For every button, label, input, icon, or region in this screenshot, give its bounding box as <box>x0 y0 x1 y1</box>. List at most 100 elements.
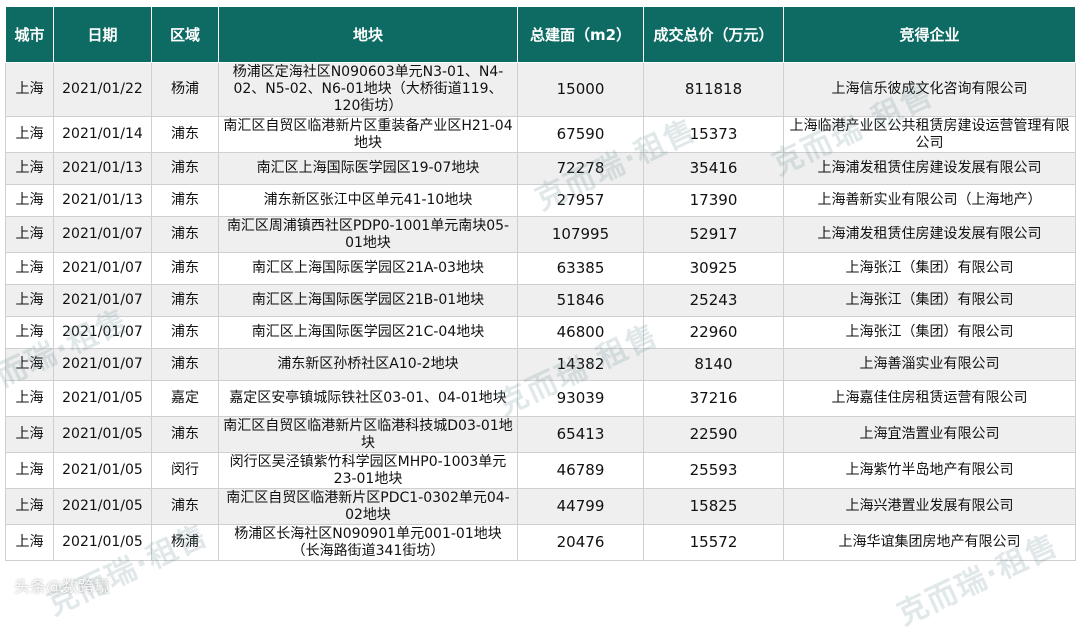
cell-winning-company: 上海紫竹半岛地产有限公司 <box>783 452 1076 489</box>
table-row: 上海 2021/01/14 浦东 南汇区自贸区临港新片区重装备产业区H21-04… <box>5 116 1076 153</box>
cell-city: 上海 <box>5 184 54 217</box>
cell-floor-area: 44799 <box>517 488 644 525</box>
cell-plot: 南汇区上海国际医学园区21B-01地块 <box>218 284 518 317</box>
cell-winning-company: 上海善淄实业有限公司 <box>783 348 1076 381</box>
cell-city: 上海 <box>5 252 54 285</box>
cell-floor-area: 72278 <box>517 152 644 185</box>
cell-city: 上海 <box>5 62 54 117</box>
cell-winning-company: 上海张江（集团）有限公司 <box>783 284 1076 317</box>
cell-plot: 嘉定区安亭镇城际铁社区03-01、04-01地块 <box>218 380 518 417</box>
cell-plot: 浦东新区张江中区单元41-10地块 <box>218 184 518 217</box>
cell-floor-area: 67590 <box>517 116 644 153</box>
cell-date: 2021/01/07 <box>53 348 152 381</box>
cell-floor-area: 46789 <box>517 452 644 489</box>
cell-district: 浦东 <box>151 488 219 525</box>
table-row: 上海 2021/01/07 浦东 南汇区上海国际医学园区21B-01地块 518… <box>5 284 1076 317</box>
cell-floor-area: 63385 <box>517 252 644 285</box>
cell-total-price: 35416 <box>643 152 784 185</box>
cell-plot: 浦东新区孙桥社区A10-2地块 <box>218 348 518 381</box>
cell-date: 2021/01/13 <box>53 184 152 217</box>
cell-district: 浦东 <box>151 284 219 317</box>
cell-city: 上海 <box>5 524 54 561</box>
cell-total-price: 8140 <box>643 348 784 381</box>
header-floor-area[interactable]: 总建面（m2） <box>517 6 644 63</box>
cell-total-price: 17390 <box>643 184 784 217</box>
table-row: 上海 2021/01/05 闵行 闵行区吴泾镇紫竹科学园区MHP0-1003单元… <box>5 452 1076 489</box>
cell-winning-company: 上海张江（集团）有限公司 <box>783 316 1076 349</box>
cell-floor-area: 15000 <box>517 62 644 117</box>
cell-winning-company: 上海信乐彼成文化咨询有限公司 <box>783 62 1076 117</box>
cell-city: 上海 <box>5 488 54 525</box>
cell-date: 2021/01/05 <box>53 380 152 417</box>
cell-district: 浦东 <box>151 184 219 217</box>
cell-plot: 杨浦区定海社区N090603单元N3-01、N4-02、N5-02、N6-01地… <box>218 62 518 117</box>
cell-city: 上海 <box>5 152 54 185</box>
cell-date: 2021/01/05 <box>53 416 152 453</box>
cell-plot: 南汇区自贸区临港新片区重装备产业区H21-04地块 <box>218 116 518 153</box>
cell-total-price: 25593 <box>643 452 784 489</box>
header-row: 城市 日期 区域 地块 总建面（m2） 成交总价（万元） 竞得企业 <box>5 6 1076 63</box>
cell-plot: 杨浦区长海社区N090901单元001-01地块（长海路街道341街坊） <box>218 524 518 561</box>
cell-winning-company: 上海临港产业区公共租赁房建设运营管理有限公司 <box>783 116 1076 153</box>
cell-district: 杨浦 <box>151 524 219 561</box>
cell-city: 上海 <box>5 380 54 417</box>
cell-date: 2021/01/05 <box>53 524 152 561</box>
cell-district: 浦东 <box>151 216 219 253</box>
cell-floor-area: 46800 <box>517 316 644 349</box>
cell-district: 杨浦 <box>151 62 219 117</box>
cell-city: 上海 <box>5 284 54 317</box>
cell-floor-area: 20476 <box>517 524 644 561</box>
cell-date: 2021/01/14 <box>53 116 152 153</box>
cell-district: 浦东 <box>151 316 219 349</box>
header-city[interactable]: 城市 <box>5 6 54 63</box>
cell-total-price: 30925 <box>643 252 784 285</box>
cell-plot: 闵行区吴泾镇紫竹科学园区MHP0-1003单元23-01地块 <box>218 452 518 489</box>
cell-total-price: 15572 <box>643 524 784 561</box>
table-row: 上海 2021/01/07 浦东 南汇区周浦镇西社区PDP0-1001单元南块0… <box>5 216 1076 253</box>
header-total-price[interactable]: 成交总价（万元） <box>643 6 784 63</box>
cell-winning-company: 上海浦发租赁住房建设发展有限公司 <box>783 152 1076 185</box>
cell-date: 2021/01/07 <box>53 284 152 317</box>
header-winning-company[interactable]: 竞得企业 <box>783 6 1076 63</box>
header-plot[interactable]: 地块 <box>218 6 518 63</box>
cell-district: 浦东 <box>151 116 219 153</box>
cell-winning-company: 上海宜浩置业有限公司 <box>783 416 1076 453</box>
cell-plot: 南汇区上海国际医学园区19-07地块 <box>218 152 518 185</box>
cell-city: 上海 <box>5 116 54 153</box>
cell-district: 嘉定 <box>151 380 219 417</box>
cell-district: 浦东 <box>151 252 219 285</box>
land-transaction-table: 城市 日期 区域 地块 总建面（m2） 成交总价（万元） 竞得企业 上海 202… <box>5 6 1076 561</box>
cell-total-price: 15373 <box>643 116 784 153</box>
cell-plot: 南汇区上海国际医学园区21C-04地块 <box>218 316 518 349</box>
cell-total-price: 15825 <box>643 488 784 525</box>
table-row: 上海 2021/01/05 杨浦 杨浦区长海社区N090901单元001-01地… <box>5 524 1076 561</box>
cell-district: 浦东 <box>151 348 219 381</box>
cell-total-price: 25243 <box>643 284 784 317</box>
header-date[interactable]: 日期 <box>53 6 152 63</box>
cell-city: 上海 <box>5 452 54 489</box>
cell-date: 2021/01/05 <box>53 488 152 525</box>
cell-date: 2021/01/07 <box>53 316 152 349</box>
cell-district: 浦东 <box>151 152 219 185</box>
cell-floor-area: 65413 <box>517 416 644 453</box>
cell-winning-company: 上海嘉佳住房租赁运营有限公司 <box>783 380 1076 417</box>
cell-date: 2021/01/05 <box>53 452 152 489</box>
table-row: 上海 2021/01/05 浦东 南汇区自贸区临港新片区PDC1-0302单元0… <box>5 488 1076 525</box>
cell-floor-area: 93039 <box>517 380 644 417</box>
cell-date: 2021/01/07 <box>53 216 152 253</box>
header-district[interactable]: 区域 <box>151 6 219 63</box>
cell-winning-company: 上海张江（集团）有限公司 <box>783 252 1076 285</box>
table-row: 上海 2021/01/05 浦东 南汇区自贸区临港新片区临港科技城D03-01地… <box>5 416 1076 453</box>
cell-floor-area: 51846 <box>517 284 644 317</box>
cell-city: 上海 <box>5 216 54 253</box>
cell-winning-company: 上海兴港置业发展有限公司 <box>783 488 1076 525</box>
cell-winning-company: 上海善新实业有限公司（上海地产） <box>783 184 1076 217</box>
cell-plot: 南汇区周浦镇西社区PDP0-1001单元南块05-01地块 <box>218 216 518 253</box>
cell-date: 2021/01/13 <box>53 152 152 185</box>
cell-district: 浦东 <box>151 416 219 453</box>
table-row: 上海 2021/01/05 嘉定 嘉定区安亭镇城际铁社区03-01、04-01地… <box>5 380 1076 417</box>
table-row: 上海 2021/01/07 浦东 浦东新区孙桥社区A10-2地块 14382 8… <box>5 348 1076 381</box>
cell-plot: 南汇区上海国际医学园区21A-03地块 <box>218 252 518 285</box>
cell-city: 上海 <box>5 316 54 349</box>
table-row: 上海 2021/01/22 杨浦 杨浦区定海社区N090603单元N3-01、N… <box>5 62 1076 117</box>
